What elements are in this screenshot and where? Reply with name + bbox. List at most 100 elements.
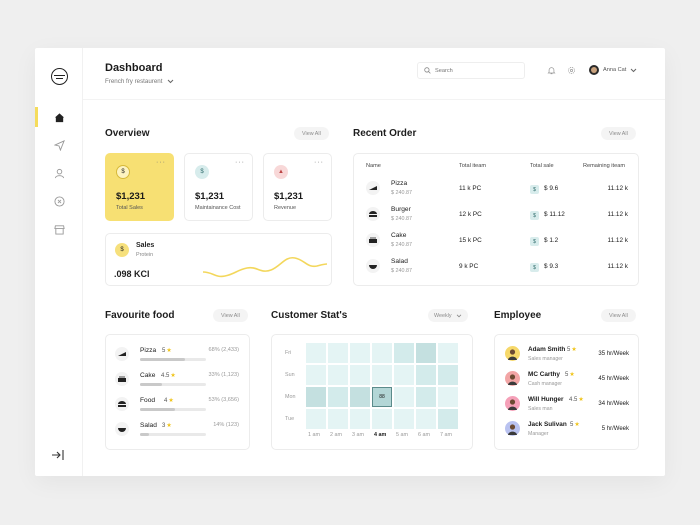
chevron-down-icon: [456, 314, 461, 317]
heatmap-cell[interactable]: [328, 409, 348, 429]
star-icon: ★: [166, 423, 172, 429]
employee-view-all-button[interactable]: View All: [601, 309, 636, 322]
heatmap-cell[interactable]: [416, 343, 436, 363]
app-frame: Dashboard French fry restaurent Anna Cat…: [35, 48, 665, 476]
more-icon[interactable]: ···: [156, 159, 166, 166]
dollar-icon: $: [115, 243, 129, 257]
rating-value: 4: [164, 398, 168, 404]
employee-role: Sales manager: [528, 356, 563, 362]
rating-value: 5: [565, 372, 569, 378]
item-name: Pizza: [391, 180, 408, 187]
item-price: $ 240.87: [391, 242, 412, 248]
maintenance-cost-card[interactable]: $ ··· $1,231 Maintainance Cost: [184, 153, 253, 221]
food-name: Pizza: [140, 347, 157, 354]
item-name: Burger: [391, 206, 411, 213]
total-sales-card[interactable]: $ ··· $1,231 Total Sales: [105, 153, 174, 221]
heatmap-cell[interactable]: [438, 387, 458, 407]
gear-icon[interactable]: [567, 66, 576, 75]
progress-fill: [140, 383, 162, 386]
heatmap-cell[interactable]: [438, 365, 458, 385]
employee-name: Will Hunger: [528, 396, 564, 403]
heatmap-cell[interactable]: [350, 343, 370, 363]
heatmap-cell[interactable]: [438, 343, 458, 363]
user-icon[interactable]: [35, 163, 83, 183]
heatmap-cell[interactable]: [394, 409, 414, 429]
user-menu[interactable]: Anna Cat: [589, 65, 637, 75]
overview-view-all-button[interactable]: View All: [294, 127, 329, 140]
bell-icon[interactable]: [547, 66, 556, 75]
rating-value: 5: [570, 422, 574, 428]
recent-order-view-all-button[interactable]: View All: [601, 127, 636, 140]
avatar: [505, 421, 520, 436]
heatmap-cell[interactable]: [306, 409, 326, 429]
item-price: $ 240.87: [391, 268, 412, 274]
user-name: Anna Cat: [603, 67, 627, 73]
heatmap-cell[interactable]: [350, 387, 370, 407]
heatmap-cell[interactable]: [372, 409, 392, 429]
total-items: 15 k PC: [459, 237, 482, 244]
search-box[interactable]: [417, 62, 525, 79]
progress-track: [140, 358, 206, 361]
store-icon[interactable]: [35, 219, 83, 239]
customer-heatmap: Fri Sun Mon Tue 88 1 am 2 am 3 am 4 am 5 am 6 am 7 …: [271, 334, 473, 450]
heatmap-cell[interactable]: [372, 343, 392, 363]
heatmap-cell[interactable]: [328, 365, 348, 385]
heatmap-cell[interactable]: [416, 365, 436, 385]
heatmap-cell[interactable]: 88: [372, 387, 392, 407]
item-name: Salad: [391, 258, 408, 265]
search-input[interactable]: [435, 67, 515, 74]
heatmap-cell[interactable]: [394, 387, 414, 407]
more-icon[interactable]: ···: [235, 159, 245, 166]
day-label: Fri: [285, 350, 292, 356]
star-icon: ★: [170, 373, 176, 379]
favourite-view-all-button[interactable]: View All: [213, 309, 248, 322]
progress-track: [140, 433, 206, 436]
restaurant-selector[interactable]: French fry restaurent: [105, 78, 174, 85]
heatmap-cell[interactable]: [350, 409, 370, 429]
heatmap-cell[interactable]: [328, 387, 348, 407]
sales-card[interactable]: $ Sales Protein .098 KCl: [105, 233, 332, 286]
card-label: Revenue: [274, 205, 297, 211]
employee-name: Adam Smith: [528, 346, 566, 353]
rating-value: 5: [567, 347, 571, 353]
revenue-card[interactable]: ▲ ··· $1,231 Revenue: [263, 153, 332, 221]
send-icon[interactable]: [35, 135, 83, 155]
progress-track: [140, 383, 206, 386]
item-price: $ 240.87: [391, 190, 412, 196]
heatmap-cell[interactable]: [306, 343, 326, 363]
heatmap-cell[interactable]: [416, 387, 436, 407]
hour-label: 4 am: [374, 432, 387, 438]
employee-name: Jack Sulivan: [528, 421, 567, 428]
more-icon[interactable]: ···: [314, 159, 324, 166]
heatmap-cell[interactable]: [350, 365, 370, 385]
progress-fill: [140, 433, 150, 436]
column-header: Total iteam: [459, 163, 487, 169]
heatmap-cell[interactable]: [306, 365, 326, 385]
hour-label: 5 am: [396, 432, 408, 438]
employee-name: MC Carthy: [528, 371, 560, 378]
food-name: Food: [140, 397, 156, 404]
employee-list: Adam Smith 5★ Sales manager 35 hr/Week M…: [494, 334, 639, 450]
food-rating: 3★: [162, 422, 172, 429]
hour-label: 2 am: [330, 432, 342, 438]
avatar: [589, 65, 599, 75]
logout-icon[interactable]: [51, 448, 65, 462]
card-label: Maintainance Cost: [195, 205, 241, 211]
dollar-icon[interactable]: [35, 191, 83, 211]
heatmap-cell[interactable]: [372, 365, 392, 385]
employee-hours: 5 hr/Week: [601, 426, 629, 432]
total-sale: $ 9.3: [544, 263, 559, 270]
heatmap-cell[interactable]: [328, 343, 348, 363]
remaining-items: 11.12 k: [607, 237, 629, 244]
heatmap-cell[interactable]: [394, 343, 414, 363]
heatmap-cell[interactable]: [416, 409, 436, 429]
period-dropdown[interactable]: Weekly: [428, 309, 468, 322]
logo-icon[interactable]: [51, 68, 68, 85]
heatmap-cell[interactable]: [306, 387, 326, 407]
heatmap-cell[interactable]: [438, 409, 458, 429]
total-items: 9 k PC: [459, 263, 479, 270]
rating-value: 3: [162, 423, 166, 429]
heatmap-cell[interactable]: [394, 365, 414, 385]
home-icon[interactable]: [35, 107, 83, 127]
dollar-icon: $: [530, 211, 539, 220]
